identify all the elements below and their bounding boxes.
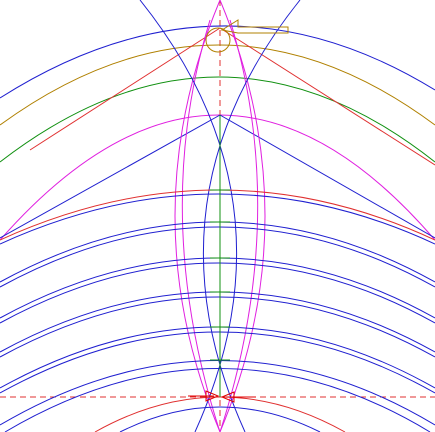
arrow-group: [188, 390, 256, 403]
arc: [0, 291, 435, 353]
arc: [0, 262, 435, 324]
arc: [0, 189, 435, 241]
construction-line: [0, 114, 221, 239]
tick-group: [210, 189, 230, 361]
tangent-line: [219, 27, 435, 166]
arc: [0, 226, 435, 288]
lens-arc: [174, 0, 221, 432]
magenta-arc: [0, 114, 435, 241]
marker-circle: [205, 27, 231, 53]
arc: [0, 360, 435, 426]
lens-arc: [219, 19, 259, 432]
arc: [0, 296, 435, 358]
lens-arc: [181, 19, 221, 432]
lens-arc: [202, 0, 301, 432]
bottom-arc: [94, 396, 346, 432]
arc: [0, 193, 435, 245]
bottom-arc: [119, 406, 321, 432]
arc: [4, 368, 431, 432]
lens-arc: [139, 0, 238, 432]
top-arc: [0, 25, 435, 99]
arrow-head: [205, 390, 220, 402]
olive-arc: [0, 44, 435, 126]
arc: [0, 257, 435, 319]
tangent-line: [29, 27, 221, 151]
arc: [0, 331, 435, 394]
arrow-head: [220, 391, 235, 403]
marker-flag: [220, 19, 289, 34]
lens-arc: [219, 0, 266, 432]
green-arc: [0, 76, 435, 163]
construction-line: [219, 114, 435, 239]
arc: [0, 221, 435, 283]
